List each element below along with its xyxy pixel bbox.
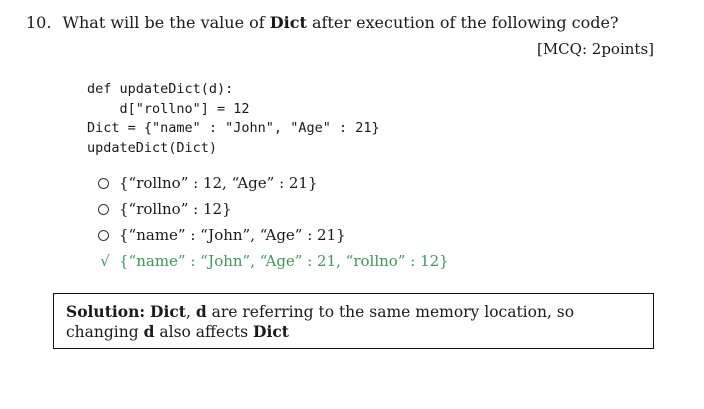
code-line: d["rollno"] = 12 (87, 100, 250, 117)
solution-text-2: also affects (159, 323, 249, 341)
solution-separator: , (185, 303, 191, 321)
code-line: Dict = {"name" : "John", "Age" : 21} (87, 120, 380, 136)
radio-icon[interactable] (98, 177, 109, 189)
solution-term-dict: Dict (150, 302, 186, 321)
radio-icon[interactable] (98, 203, 109, 215)
solution-text-1: are referring to the same memory locatio… (66, 303, 575, 341)
question-text: 10. What will be the value of Dict after… (26, 12, 619, 34)
question-keyword: Dict (269, 13, 307, 32)
code-line: def updateDict(d): (87, 81, 234, 97)
option-text: {“name” : “John”, “Age” : 21, “rollno” :… (119, 252, 449, 270)
code-line: updateDict(Dict) (87, 139, 218, 156)
solution-term-dict-2: Dict (253, 322, 289, 341)
option-a[interactable]: {“rollno” : 12, “Age” : 21} (98, 170, 449, 196)
question-part2: after execution of the following code? (311, 13, 619, 32)
solution-label: Solution: (66, 302, 146, 321)
option-d-correct[interactable]: √ {“name” : “John”, “Age” : 21, “rollno”… (98, 248, 449, 274)
checkmark-icon: √ (100, 252, 110, 270)
radio-icon[interactable] (98, 229, 109, 241)
answer-options: {“rollno” : 12, “Age” : 21} {“rollno” : … (98, 170, 449, 274)
solution-term-d-2: d (143, 322, 155, 341)
marks-label: [MCQ: 2points] (536, 40, 654, 58)
solution-box: Solution: Dict, d are referring to the s… (53, 293, 654, 349)
option-b[interactable]: {“rollno” : 12} (98, 196, 449, 222)
option-text: {“name” : “John”, “Age” : 21} (119, 226, 346, 244)
option-text: {“rollno” : 12} (119, 200, 232, 218)
solution-term-d: d (195, 302, 207, 321)
option-text: {“rollno” : 12, “Age” : 21} (119, 174, 318, 192)
code-block: def updateDict(d): d["rollno"] = 12 Dict … (87, 80, 380, 158)
option-c[interactable]: {“name” : “John”, “Age” : 21} (98, 222, 449, 248)
question-part1: What will be the value of (62, 13, 265, 32)
question-number: 10. (26, 13, 52, 32)
